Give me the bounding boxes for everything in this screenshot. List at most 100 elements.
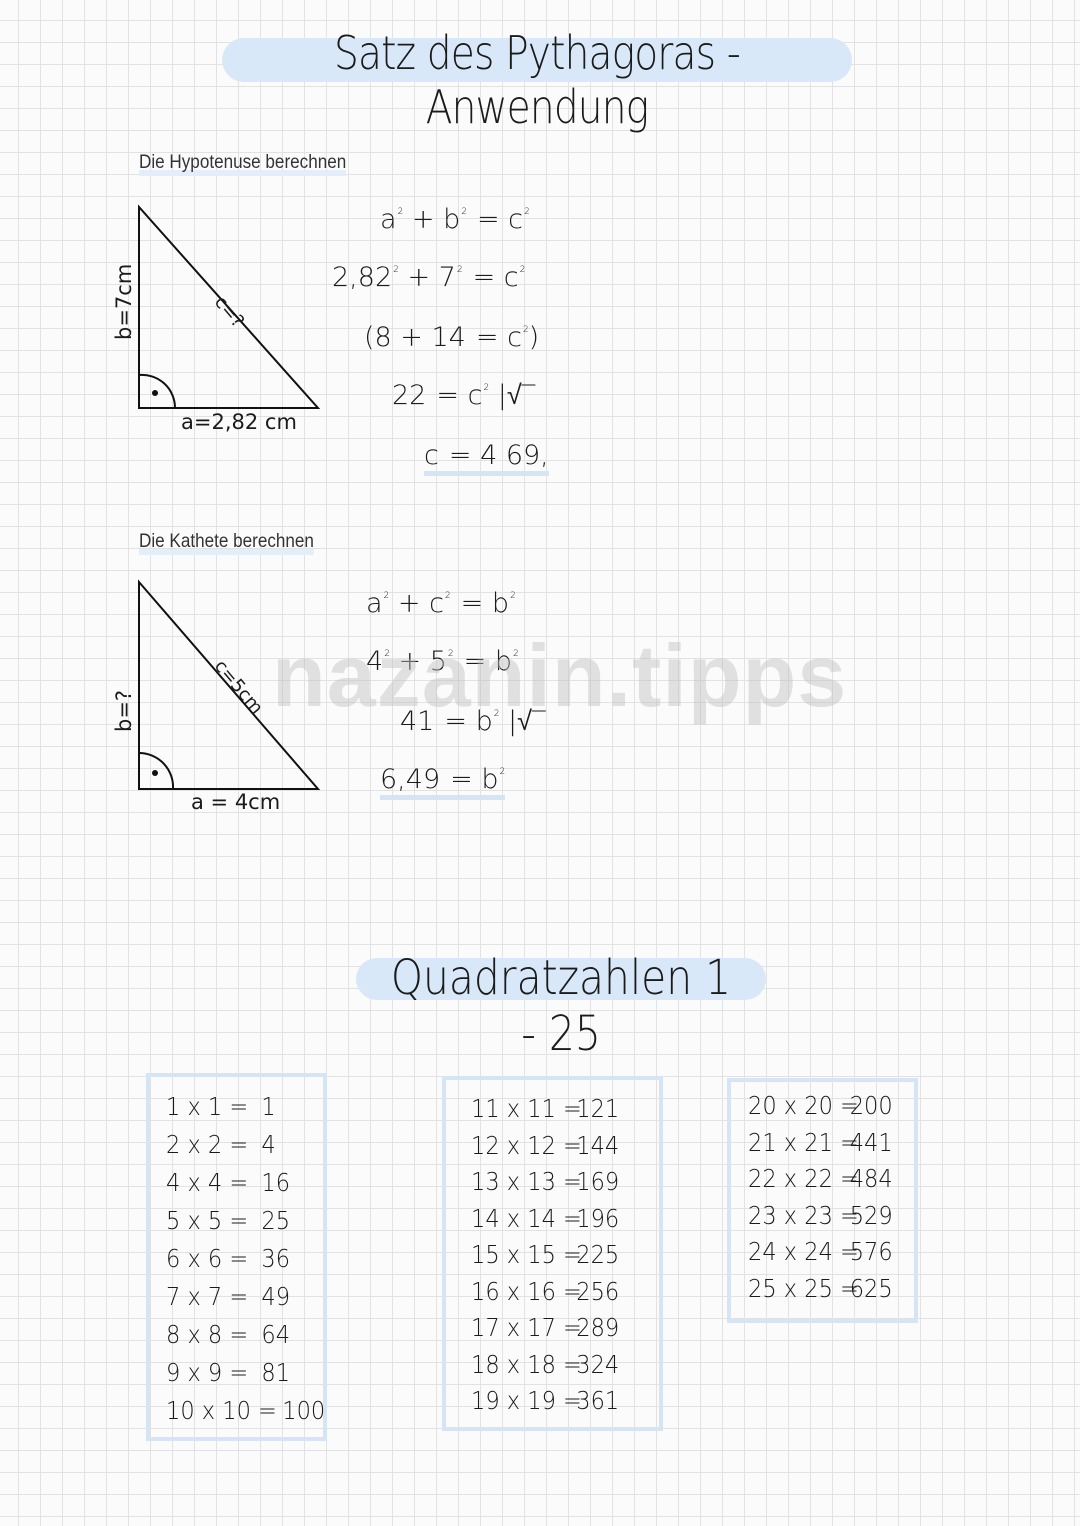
square-row: 6 x 6 = 36 — [166, 1244, 290, 1273]
equation-line: 6,49 = b2 — [380, 764, 506, 800]
square-expression: 17 x 17 = — [471, 1313, 582, 1342]
square-row: 16 x 16 = 256 — [471, 1277, 619, 1306]
square-expression: 24 x 24 = — [748, 1237, 859, 1267]
equation-line: 2,822 + 72 = c2 — [332, 262, 525, 293]
square-expression: 23 x 23 = — [748, 1200, 859, 1230]
square-expression: 22 x 22 = — [748, 1164, 859, 1194]
section-kathete-label: Die Kathete berechnen — [139, 531, 315, 555]
square-expression: 11 x 11 = — [471, 1094, 582, 1123]
equation-rhs: = b2 — [463, 646, 519, 677]
square-expression: 14 x 14 = — [471, 1203, 582, 1233]
square-expression: 6 x 6 = — [166, 1244, 249, 1273]
square-expression: 2 x 2 = — [166, 1130, 249, 1159]
square-result: 324 — [576, 1349, 620, 1379]
square-row: 10 x 10 = 100 — [166, 1396, 325, 1425]
side-a-label: a=2,82 cm — [181, 410, 297, 434]
square-expression: 19 x 19 = — [471, 1386, 582, 1415]
square-result: 169 — [576, 1167, 620, 1196]
square-result: 144 — [576, 1130, 620, 1160]
square-row: 2 x 2 = 4 — [166, 1130, 276, 1159]
squares-table-3 — [727, 1078, 918, 1323]
equation-lhs: 42 + 52 — [366, 646, 454, 677]
square-result: 225 — [576, 1240, 620, 1269]
square-result: 196 — [576, 1203, 620, 1233]
equation-line: 22 = c2 |√‾ — [392, 380, 535, 411]
square-row: 20 x 20 = 200 — [748, 1091, 893, 1120]
square-row: 17 x 17 = 289 — [471, 1313, 619, 1342]
equation-lhs: (8 + 14 — [364, 322, 466, 353]
square-row: 12 x 12 = 144 — [471, 1131, 619, 1160]
square-result: 576 — [849, 1237, 893, 1267]
square-expression: 4 x 4 = — [166, 1168, 249, 1197]
equation-lhs: 41 — [400, 706, 435, 737]
side-b-label: b=? — [112, 689, 136, 732]
equation-lhs: 22 — [392, 380, 427, 411]
square-result: 529 — [849, 1200, 893, 1230]
square-expression: 12 x 12 = — [471, 1130, 582, 1160]
square-row: 21 x 21 = 441 — [748, 1128, 893, 1157]
square-row: 24 x 24 = 576 — [748, 1237, 893, 1266]
squares-table-2 — [442, 1076, 663, 1431]
equation-rhs: = b2 — [460, 588, 516, 619]
equation-rhs: = c2 |√‾ — [436, 380, 536, 411]
square-result: 64 — [261, 1320, 291, 1349]
square-result: 25 — [261, 1206, 291, 1235]
square-expression: 13 x 13 = — [471, 1167, 582, 1196]
watermark: nazanin.tipps — [272, 626, 848, 725]
square-expression: 21 x 21 = — [748, 1127, 859, 1157]
triangle-kathete — [138, 579, 321, 790]
square-expression: 7 x 7 = — [166, 1282, 249, 1311]
square-expression: 20 x 20 = — [748, 1091, 859, 1120]
square-row: 15 x 15 = 225 — [471, 1240, 619, 1269]
square-row: 18 x 18 = 324 — [471, 1350, 619, 1379]
square-result: 1 — [261, 1092, 276, 1121]
square-expression: 9 x 9 = — [166, 1358, 249, 1387]
squares-title: Quadratzahlen 1 - 25 — [356, 950, 766, 1062]
equation-rhs: = b2 — [450, 764, 506, 795]
equation-lhs: 2,822 + 72 — [332, 262, 463, 293]
square-result: 441 — [849, 1127, 893, 1157]
equation-rhs: = b2 |√‾ — [444, 706, 546, 737]
square-row: 11 x 11 = 121 — [471, 1094, 619, 1123]
square-result: 36 — [261, 1244, 291, 1273]
equation-lhs: 6,49 — [380, 764, 441, 795]
square-result: 100 — [282, 1396, 326, 1425]
equation-rhs: = c2 — [472, 262, 526, 293]
equation-rhs: = c2) — [475, 322, 540, 353]
square-result: 16 — [261, 1168, 291, 1197]
squares-table-1 — [146, 1073, 327, 1441]
side-b-label: b=7cm — [112, 263, 136, 340]
square-expression: 16 x 16 = — [471, 1276, 582, 1306]
equation-line: (8 + 14 = c2) — [364, 322, 539, 353]
side-a-label: a = 4cm — [191, 790, 281, 814]
equation-rhs: = c2 — [476, 204, 530, 235]
equation-lhs: a2 + b2 — [380, 204, 467, 235]
square-row: 5 x 5 = 25 — [166, 1206, 290, 1235]
square-result: 484 — [849, 1164, 893, 1194]
equation-line: 41 = b2 |√‾ — [400, 706, 545, 737]
square-expression: 15 x 15 = — [471, 1240, 582, 1269]
square-expression: 1 x 1 = — [166, 1092, 249, 1121]
square-result: 81 — [261, 1358, 291, 1387]
square-row: 8 x 8 = 64 — [166, 1320, 290, 1349]
square-result: 361 — [576, 1386, 620, 1415]
square-row: 9 x 9 = 81 — [166, 1358, 290, 1387]
page-title: Satz des Pythagoras - Anwendung — [222, 26, 852, 134]
square-expression: 8 x 8 = — [166, 1320, 249, 1349]
triangle-hypotenuse — [138, 204, 321, 409]
square-row: 23 x 23 = 529 — [748, 1201, 893, 1230]
square-row: 19 x 19 = 361 — [471, 1386, 619, 1415]
square-result: 625 — [849, 1274, 893, 1303]
square-result: 4 — [261, 1130, 276, 1159]
square-result: 200 — [849, 1091, 893, 1120]
equation-line: a2 + b2 = c2 — [380, 204, 530, 235]
square-row: 4 x 4 = 16 — [166, 1168, 290, 1197]
square-result: 49 — [261, 1282, 291, 1311]
square-result: 289 — [576, 1313, 620, 1342]
square-expression: 18 x 18 = — [471, 1349, 582, 1379]
square-row: 7 x 7 = 49 — [166, 1282, 290, 1311]
equation-line: 42 + 52 = b2 — [366, 646, 519, 677]
equation-lhs: c — [424, 440, 439, 471]
square-row: 1 x 1 = 1 — [166, 1092, 276, 1121]
square-row: 14 x 14 = 196 — [471, 1204, 619, 1233]
